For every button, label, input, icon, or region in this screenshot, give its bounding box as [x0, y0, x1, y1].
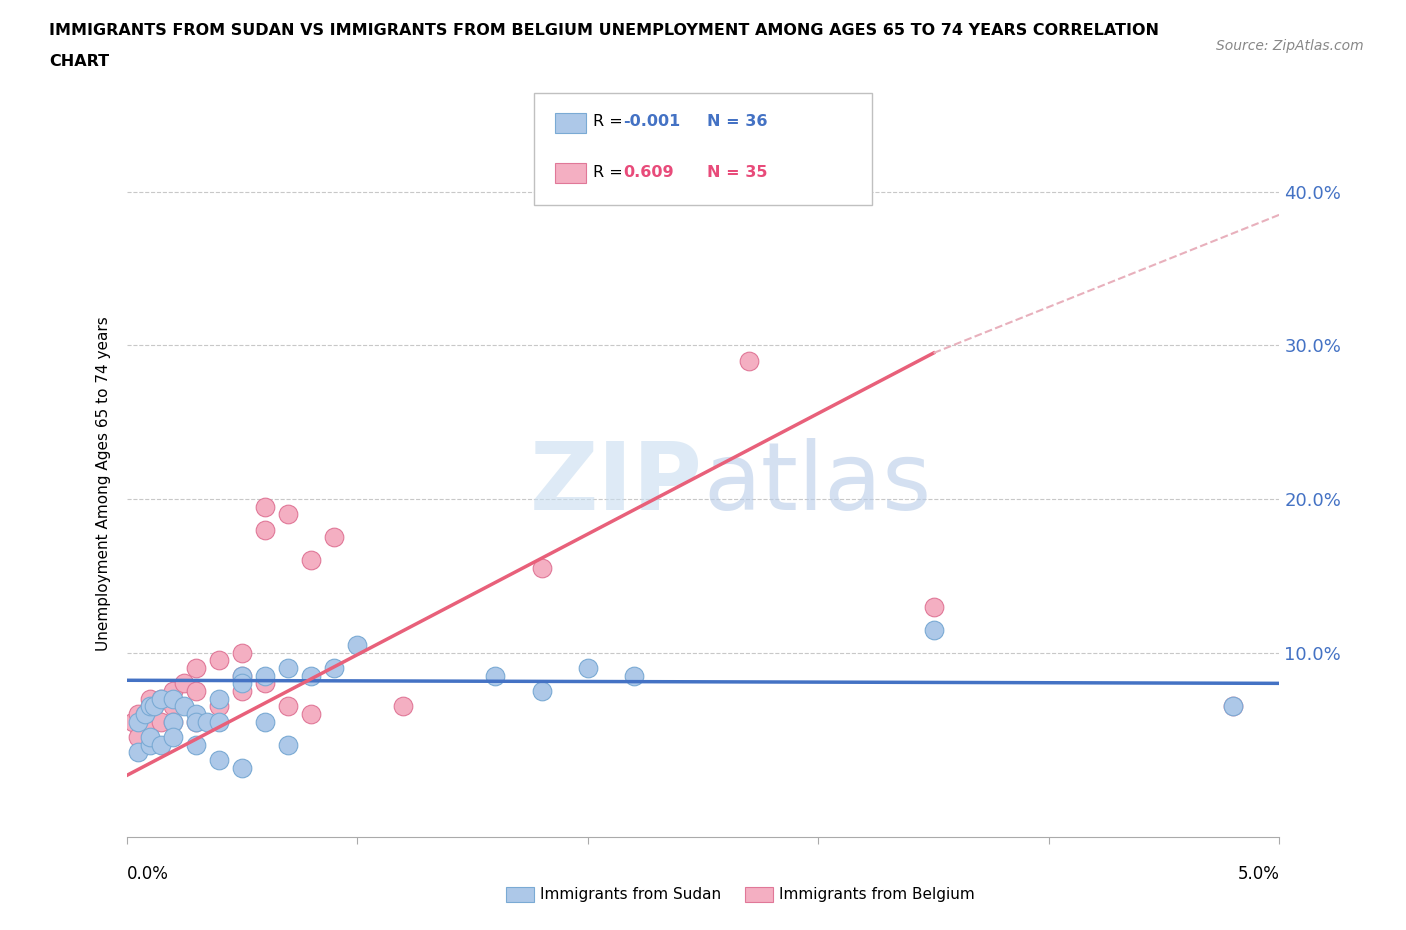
Point [277, 737, 299, 752]
Point [127, 707, 149, 722]
Point [208, 699, 231, 714]
Point [231, 669, 253, 684]
Point [530, 684, 553, 698]
Point [323, 660, 346, 675]
Point [150, 691, 173, 706]
Point [299, 553, 322, 568]
Point [162, 691, 184, 706]
Point [162, 684, 184, 698]
Point [162, 714, 184, 729]
Point [208, 653, 231, 668]
Text: R =: R = [593, 165, 628, 179]
Point [150, 737, 173, 752]
Text: Source: ZipAtlas.com: Source: ZipAtlas.com [1216, 39, 1364, 53]
Point [143, 699, 166, 714]
Point [173, 699, 195, 714]
Point [184, 707, 207, 722]
Point [231, 761, 253, 776]
Point [134, 707, 156, 722]
Text: N = 36: N = 36 [707, 114, 768, 129]
Point [173, 676, 195, 691]
Point [253, 676, 276, 691]
Point [127, 745, 149, 760]
Point [738, 353, 761, 368]
Y-axis label: Unemployment Among Ages 65 to 74 years: Unemployment Among Ages 65 to 74 years [96, 316, 111, 651]
Text: 0.0%: 0.0% [127, 865, 169, 883]
Point [231, 684, 253, 698]
Point [253, 523, 276, 538]
Text: 0.609: 0.609 [623, 165, 673, 179]
Point [122, 714, 145, 729]
Point [184, 684, 207, 698]
Point [150, 691, 173, 706]
Point [138, 699, 160, 714]
Point [346, 637, 368, 652]
Point [208, 714, 231, 729]
Point [1222, 699, 1244, 714]
Point [184, 660, 207, 675]
Point [277, 507, 299, 522]
Point [134, 707, 156, 722]
Text: Immigrants from Sudan: Immigrants from Sudan [540, 887, 721, 902]
Point [231, 645, 253, 660]
Point [277, 699, 299, 714]
Point [150, 714, 173, 729]
Point [253, 669, 276, 684]
Point [208, 752, 231, 767]
Point [253, 499, 276, 514]
Point [138, 714, 160, 729]
Point [138, 691, 160, 706]
Point [231, 676, 253, 691]
Point [484, 669, 506, 684]
Point [162, 714, 184, 729]
Point [184, 714, 207, 729]
Point [299, 707, 322, 722]
Point [299, 669, 322, 684]
Point [623, 669, 645, 684]
Point [1222, 699, 1244, 714]
Point [127, 714, 149, 729]
Point [530, 561, 553, 576]
Point [127, 730, 149, 745]
Point [922, 622, 945, 637]
Point [162, 730, 184, 745]
Point [195, 714, 218, 729]
Text: atlas: atlas [703, 438, 931, 529]
Point [208, 691, 231, 706]
Point [138, 699, 160, 714]
Point [576, 660, 599, 675]
Text: Immigrants from Belgium: Immigrants from Belgium [779, 887, 974, 902]
Point [277, 660, 299, 675]
Text: R =: R = [593, 114, 628, 129]
Point [162, 699, 184, 714]
Text: 5.0%: 5.0% [1237, 865, 1279, 883]
Point [143, 699, 166, 714]
Text: CHART: CHART [49, 54, 110, 69]
Point [231, 669, 253, 684]
Text: N = 35: N = 35 [707, 165, 768, 179]
Point [138, 737, 160, 752]
Text: IMMIGRANTS FROM SUDAN VS IMMIGRANTS FROM BELGIUM UNEMPLOYMENT AMONG AGES 65 TO 7: IMMIGRANTS FROM SUDAN VS IMMIGRANTS FROM… [49, 23, 1159, 38]
Text: ZIP: ZIP [530, 438, 703, 529]
Text: -0.001: -0.001 [623, 114, 681, 129]
Point [138, 730, 160, 745]
Point [922, 599, 945, 614]
Point [323, 530, 346, 545]
Point [392, 699, 415, 714]
Point [253, 714, 276, 729]
Point [184, 737, 207, 752]
Point [184, 714, 207, 729]
